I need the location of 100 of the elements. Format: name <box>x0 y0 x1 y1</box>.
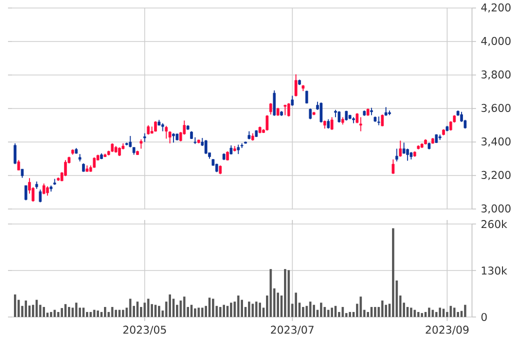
bar <box>82 308 85 317</box>
candlestick <box>338 110 341 124</box>
y-tick-label: 0 <box>481 312 487 322</box>
candlestick <box>305 90 308 104</box>
y-tick-label: 4,000 <box>481 36 511 46</box>
bar <box>276 292 280 317</box>
bar <box>104 306 106 317</box>
candlestick <box>266 114 269 132</box>
bar <box>302 306 304 317</box>
candlestick <box>14 142 16 165</box>
y-tick-label: 260k <box>481 220 508 228</box>
bar <box>258 302 262 317</box>
x-tick-label: 2023/07 <box>270 326 314 335</box>
bar <box>334 306 337 317</box>
bar <box>183 296 186 317</box>
bar <box>284 269 286 317</box>
bar <box>93 310 96 317</box>
bar <box>136 302 139 317</box>
bar <box>90 312 92 317</box>
candlestick <box>398 140 402 158</box>
bar <box>384 304 388 317</box>
bar <box>255 302 258 317</box>
bar <box>450 306 452 317</box>
candlestick <box>46 186 49 196</box>
bar <box>464 304 466 317</box>
bar <box>312 304 316 317</box>
bar <box>144 302 146 317</box>
bar <box>270 269 272 317</box>
bar <box>60 308 63 317</box>
bar <box>198 308 200 317</box>
bar <box>208 298 211 317</box>
candlestick <box>38 189 42 203</box>
bar <box>348 312 352 317</box>
bar <box>64 304 67 317</box>
bar <box>222 304 226 317</box>
bar <box>168 294 172 317</box>
candlestick <box>140 138 142 150</box>
bar <box>288 270 290 317</box>
bar <box>370 306 373 317</box>
bar <box>327 310 330 317</box>
bar <box>428 308 430 317</box>
bar <box>248 302 250 317</box>
candlestick <box>164 125 168 140</box>
bar <box>342 306 344 317</box>
bar <box>414 310 416 317</box>
candlestick <box>17 160 20 171</box>
candlestick <box>24 185 28 201</box>
y-tick-label: 3,800 <box>482 70 511 80</box>
bar <box>330 308 334 317</box>
candlestick <box>230 144 233 155</box>
bar <box>438 308 442 317</box>
x-tick-label: 2023/05 <box>123 326 166 335</box>
candlestick <box>287 102 290 117</box>
bar <box>392 228 394 317</box>
bar <box>432 310 434 317</box>
bar <box>54 310 56 317</box>
y-tick-label: 3,200 <box>482 170 511 180</box>
bar <box>96 310 99 317</box>
bar <box>147 298 150 317</box>
candlestick <box>236 144 240 155</box>
y-tick-label: 4,200 <box>481 3 511 13</box>
bar <box>212 298 214 317</box>
bar <box>424 312 427 317</box>
bar <box>456 312 460 317</box>
bar <box>111 306 114 317</box>
bar <box>406 306 409 317</box>
bar <box>237 296 240 317</box>
candlestick <box>392 158 395 174</box>
bar <box>86 312 88 317</box>
bar <box>410 308 412 317</box>
candlestick <box>330 116 334 130</box>
bar <box>14 294 16 317</box>
candlestick <box>294 74 298 97</box>
bar <box>324 306 326 317</box>
candlestick <box>406 148 409 162</box>
candlestick <box>204 140 208 155</box>
bar <box>230 302 232 317</box>
bar <box>453 308 456 317</box>
candlestick <box>272 90 276 116</box>
bar <box>190 304 193 317</box>
bar <box>309 302 312 317</box>
candlestick <box>359 116 362 132</box>
bar <box>294 292 298 317</box>
candlestick <box>395 148 398 162</box>
bar <box>360 296 362 317</box>
bar <box>75 302 78 317</box>
y-tick-label: 130k <box>482 266 508 275</box>
bar <box>417 312 420 317</box>
bar <box>50 312 52 317</box>
bar <box>226 306 229 317</box>
bar <box>381 300 384 317</box>
y-tick-label: 3,400 <box>482 137 511 147</box>
bar <box>219 306 222 317</box>
bar <box>172 298 175 317</box>
bar <box>180 300 182 317</box>
candlestick <box>269 102 272 115</box>
candlestick <box>64 160 67 177</box>
bar <box>420 313 424 317</box>
bar <box>154 304 157 317</box>
bar <box>57 312 60 317</box>
